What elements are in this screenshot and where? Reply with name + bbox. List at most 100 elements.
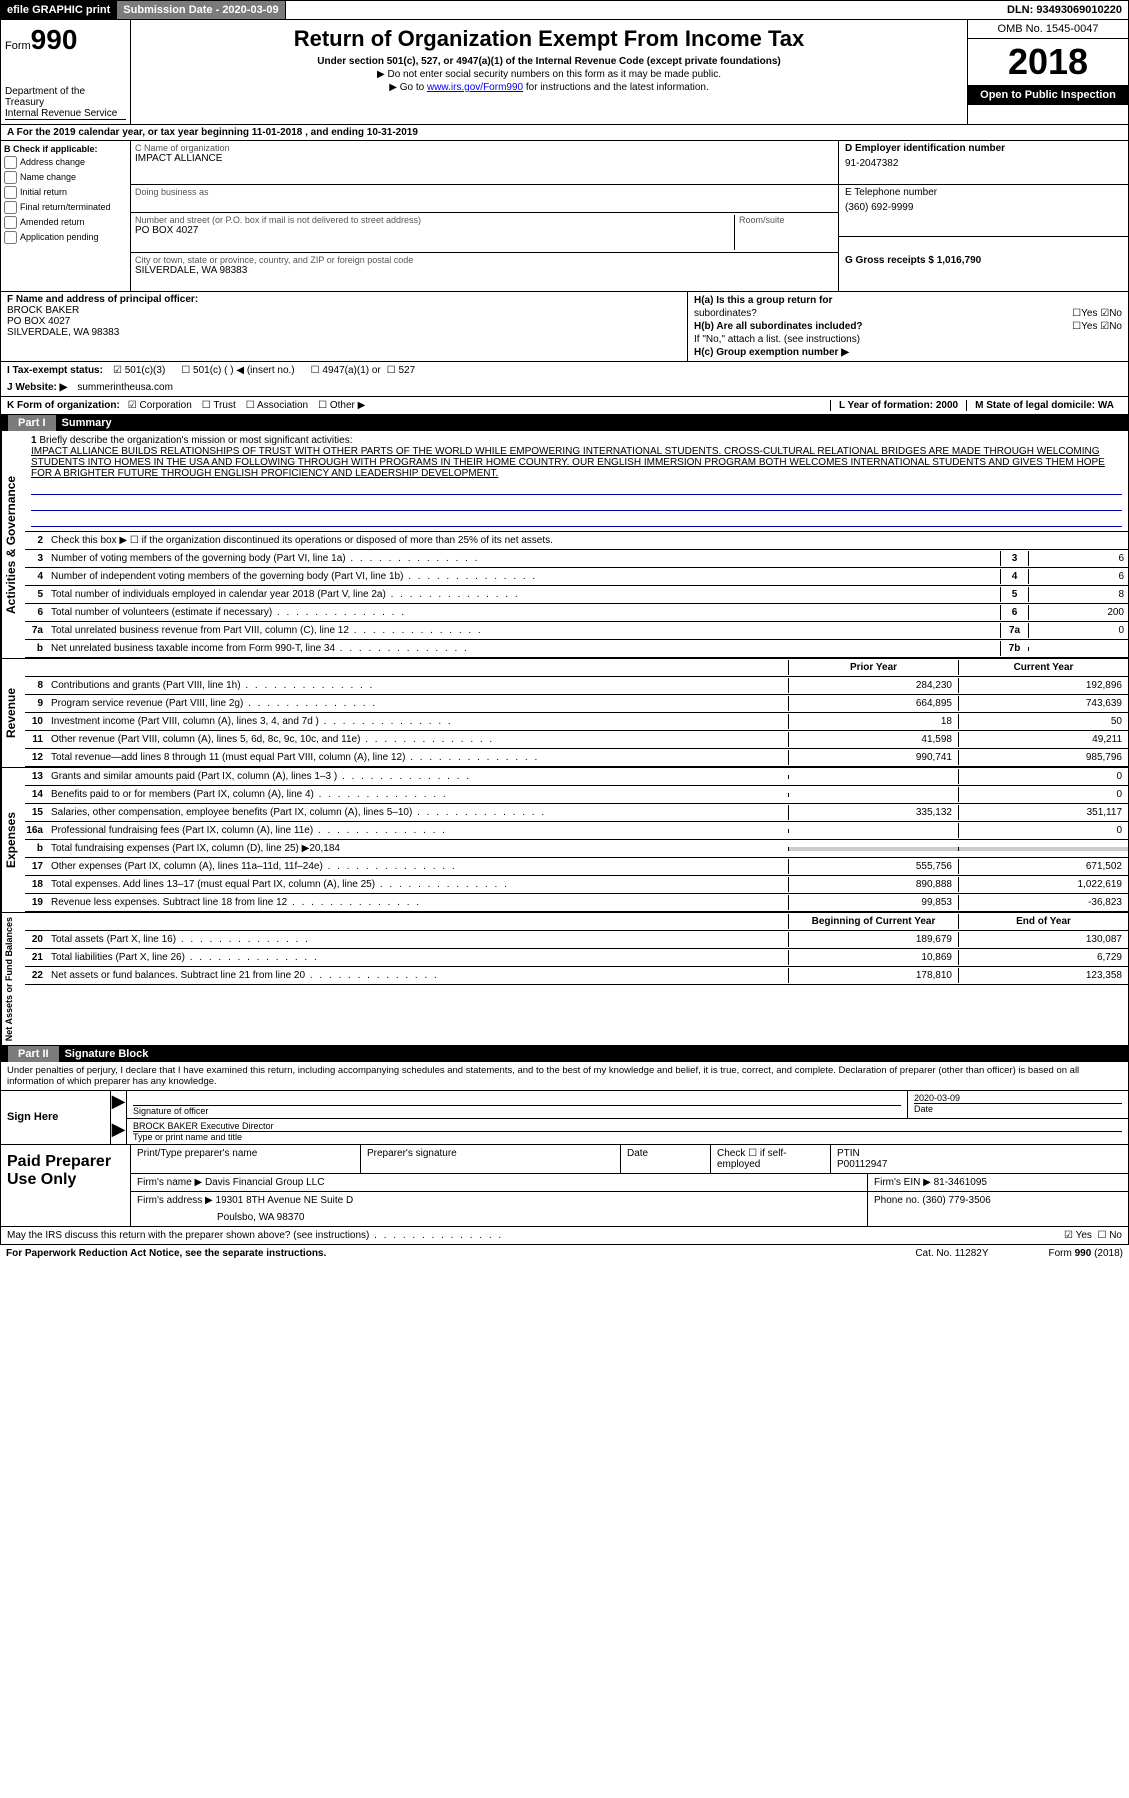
l-year-formation: L Year of formation: 2000 [830, 400, 966, 411]
summary-line: 6Total number of volunteers (estimate if… [25, 604, 1128, 622]
no-text: No [1109, 308, 1122, 319]
goto-pre: ▶ Go to [389, 82, 427, 93]
kopt0: Corporation [140, 400, 192, 411]
column-c: C Name of organization IMPACT ALLIANCE D… [131, 141, 838, 291]
kopt3: Other ▶ [330, 400, 365, 411]
h-section: H(a) Is this a group return for subordin… [688, 292, 1128, 361]
ein-value: 91-2047382 [845, 154, 1122, 169]
checkbox-item[interactable]: Initial return [4, 186, 127, 199]
m-state-domicile: M State of legal domicile: WA [966, 400, 1122, 411]
i-opt-501c[interactable]: ☐ 501(c) ( ) ◀ (insert no.) [181, 365, 294, 376]
i-opt-4947[interactable]: ☐ 4947(a)(1) or [311, 365, 381, 376]
checkbox-item[interactable]: Final return/terminated [4, 201, 127, 214]
phone-value: (360) 692-9999 [845, 198, 1122, 213]
opt3: 527 [399, 365, 416, 376]
summary-line: 21Total liabilities (Part X, line 26)10,… [25, 949, 1128, 967]
summary-line: 16aProfessional fundraising fees (Part I… [25, 822, 1128, 840]
part1-num: Part I [8, 415, 56, 431]
paid-preparer-block: Paid Preparer Use Only Print/Type prepar… [0, 1145, 1129, 1227]
i-opt-527[interactable]: ☐ 527 [387, 365, 415, 376]
column-defg: D Employer identification number 91-2047… [838, 141, 1128, 291]
f-label: F Name and address of principal officer: [7, 294, 681, 305]
org-city: SILVERDALE, WA 98383 [135, 265, 834, 276]
summary-line: 8Contributions and grants (Part VIII, li… [25, 677, 1128, 695]
room-label: Room/suite [739, 215, 834, 225]
ha-yesno: ☐Yes ☑No [1072, 308, 1122, 319]
part2-title: Signature Block [65, 1048, 149, 1060]
prep-row-2: Firm's name ▶ Davis Financial Group LLC … [131, 1174, 1128, 1192]
goto-post: for instructions and the latest informat… [523, 82, 709, 93]
k-assoc[interactable]: ☐ Association [246, 400, 308, 411]
form990-link[interactable]: www.irs.gov/Form990 [427, 82, 523, 93]
discuss-yes: Yes [1076, 1230, 1092, 1241]
checkbox-item[interactable]: Amended return [4, 216, 127, 229]
row-j-website: J Website: ▶ summerintheusa.com [0, 379, 1129, 397]
k-label: K Form of organization: [7, 400, 120, 411]
date-label: Date [914, 1103, 1122, 1114]
ptin-value: P00112947 [837, 1159, 1122, 1170]
name-title-label: Type or print name and title [133, 1131, 1122, 1142]
hb-label: H(b) Are all subordinates included? [694, 321, 863, 332]
side-governance: Activities & Governance [1, 431, 25, 658]
open-inspection: Open to Public Inspection [968, 85, 1128, 105]
k-corp[interactable]: ☑ Corporation [128, 400, 192, 411]
efile-print-button[interactable]: efile GRAPHIC print [1, 1, 117, 19]
hc-label: H(c) Group exemption number ▶ [694, 347, 849, 358]
section-f-h: F Name and address of principal officer:… [0, 291, 1129, 362]
dln-label: DLN: 93493069010220 [1001, 1, 1128, 19]
dept-label: Department of the Treasury [5, 86, 126, 108]
summary-line: 11Other revenue (Part VIII, column (A), … [25, 731, 1128, 749]
summary-line: 2Check this box ▶ ☐ if the organization … [25, 532, 1128, 550]
sig-officer-label: Signature of officer [133, 1105, 901, 1116]
opt2: 4947(a)(1) or [322, 365, 380, 376]
summary-line: 17Other expenses (Part IX, column (A), l… [25, 858, 1128, 876]
form-number: 990 [31, 24, 78, 55]
net-assets-block: Net Assets or Fund Balances Beginning of… [0, 913, 1129, 1046]
submission-date-button[interactable]: Submission Date - 2020-03-09 [117, 1, 285, 19]
summary-line: bTotal fundraising expenses (Part IX, co… [25, 840, 1128, 858]
row-i-tax-status: I Tax-exempt status: ☑ 501(c)(3) ☐ 501(c… [0, 362, 1129, 379]
e-label: E Telephone number [845, 187, 1122, 198]
no-text-2: No [1109, 321, 1122, 332]
top-bar: efile GRAPHIC print Submission Date - 20… [0, 0, 1129, 20]
irs-label: Internal Revenue Service [5, 108, 126, 120]
header-left: Form990 Department of the Treasury Inter… [1, 20, 131, 124]
ptin-label: PTIN [837, 1148, 1122, 1159]
blank-line [31, 481, 1122, 495]
firm-city: Poulsbo, WA 98370 [137, 1206, 861, 1223]
header-mid: Return of Organization Exempt From Incom… [131, 20, 968, 124]
cat-no: Cat. No. 11282Y [915, 1248, 988, 1259]
checkbox-item[interactable]: Name change [4, 171, 127, 184]
tax-year: 2018 [968, 39, 1128, 85]
prior-year-hdr: Prior Year [788, 660, 958, 675]
arrow-icon: ▶ [111, 1119, 127, 1144]
summary-line: 15Salaries, other compensation, employee… [25, 804, 1128, 822]
summary-line: bNet unrelated business taxable income f… [25, 640, 1128, 658]
prep-sig-label: Preparer's signature [361, 1145, 621, 1173]
form-label: Form [5, 40, 31, 52]
current-year-hdr: Current Year [958, 660, 1128, 675]
firm-address: Firm's address ▶ 19301 8TH Avenue NE Sui… [131, 1192, 868, 1226]
sign-here-label: Sign Here [1, 1091, 111, 1144]
summary-line: 22Net assets or fund balances. Subtract … [25, 967, 1128, 985]
i-opt-501c3[interactable]: ☑ 501(c)(3) [113, 365, 165, 376]
sig-date: 2020-03-09 [914, 1093, 1122, 1103]
checkbox-item[interactable]: Application pending [4, 231, 127, 244]
governance-block: Activities & Governance 1 Briefly descri… [0, 431, 1129, 659]
blank-line [31, 497, 1122, 511]
officer-printed-name: BROCK BAKER Executive Director [133, 1121, 1122, 1131]
org-name: IMPACT ALLIANCE [135, 153, 834, 164]
website-value: summerintheusa.com [77, 382, 173, 393]
firm-ein: Firm's EIN ▶ 81-3461095 [868, 1174, 1128, 1191]
summary-line: 18Total expenses. Add lines 13–17 (must … [25, 876, 1128, 894]
header-right: OMB No. 1545-0047 2018 Open to Public In… [968, 20, 1128, 124]
checkbox-item[interactable]: Address change [4, 156, 127, 169]
k-trust[interactable]: ☐ Trust [202, 400, 236, 411]
side-revenue: Revenue [1, 659, 25, 767]
part-2-header: Part II Signature Block [0, 1046, 1129, 1062]
k-other[interactable]: ☐ Other ▶ [318, 400, 365, 411]
self-employed-check[interactable]: Check ☐ if self-employed [711, 1145, 831, 1173]
rev-header-row: Prior Year Current Year [25, 659, 1128, 677]
part2-num: Part II [8, 1046, 59, 1062]
officer-addr1: PO BOX 4027 [7, 316, 681, 327]
